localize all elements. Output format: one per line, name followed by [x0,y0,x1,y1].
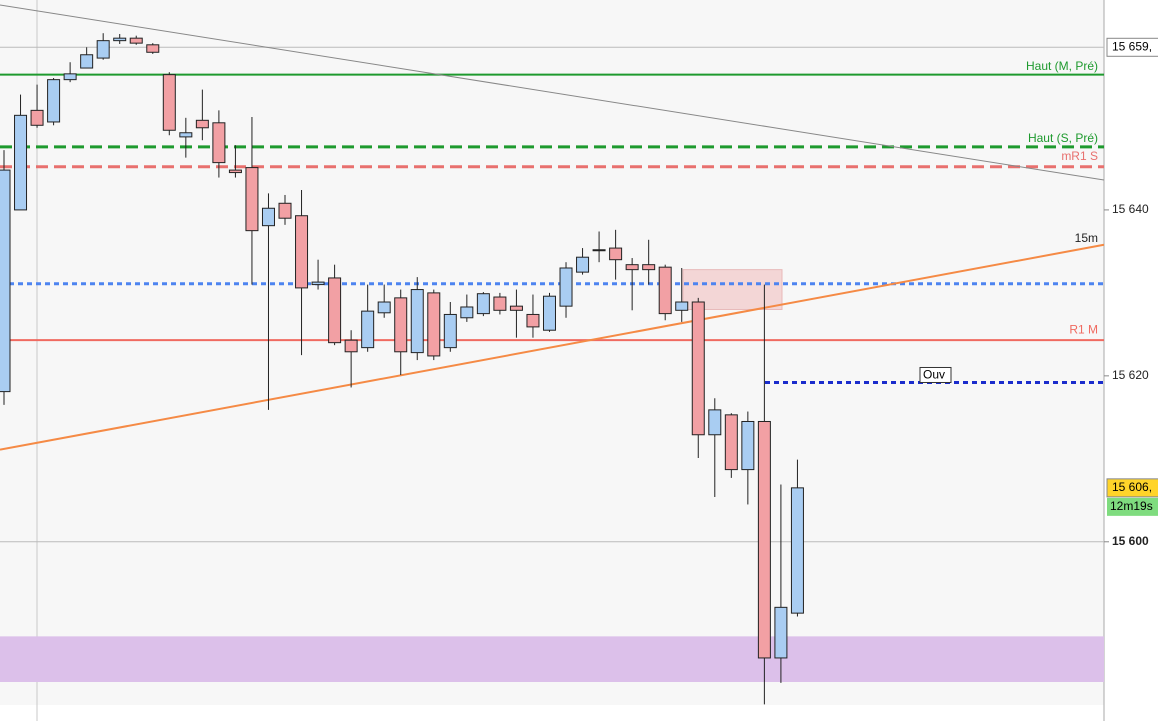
level-label: Haut (M, Pré) [1026,59,1098,73]
candle-body [460,306,474,319]
candle-body [179,132,193,138]
candle-body [559,267,573,307]
candle-body [476,293,490,315]
candle-body [377,301,391,314]
candle-body [526,313,540,328]
trendline [0,4,1105,181]
candle-body [691,301,705,436]
candle-body [741,420,755,471]
label-box [919,366,952,383]
candle-body [394,297,408,353]
candle-body [790,487,804,614]
level-label: Ouv [923,368,945,382]
price-label: 15 606, [1112,480,1152,494]
y-tick-label: 15 640 [1112,202,1149,216]
candle-body [361,310,375,349]
countdown: 12m19s [1110,499,1153,513]
y-tick-label: 15 620 [1112,368,1149,382]
candle-body [295,215,309,289]
candle-body [774,606,788,659]
candle-body [162,74,176,131]
candle-body [146,44,160,53]
countdown-box [1107,497,1158,516]
candle-body [14,114,28,211]
zone [0,636,1104,683]
price-label-box [1106,478,1158,498]
candle-body [278,202,292,219]
candle-body [328,277,342,344]
candle-body [410,289,424,354]
candle-body [658,266,672,315]
candle-body [344,339,358,353]
candle-body [212,122,226,164]
candle-body [80,54,94,69]
y-tick-label: 15 600 [1112,534,1149,548]
candle-body [63,73,77,81]
candle-body [708,409,722,436]
candle-body [724,414,738,471]
candle-body [47,79,61,123]
candle-body [245,167,259,232]
plot-area [0,0,1104,705]
candle-body [0,169,11,393]
candle-body [642,264,656,271]
candle-body [96,40,110,59]
price-label-box [1106,37,1158,57]
candle-body [129,37,143,44]
price-label: 15 659, [1112,39,1152,53]
candle-body [542,295,556,331]
candle-body [427,292,441,357]
candle-body [228,169,242,174]
level-label: mR1 S [1061,149,1098,163]
candle-body [576,256,590,273]
candle-body [195,119,209,129]
candle-body [509,305,523,311]
trendline-label: 15m [1075,231,1098,245]
level-label: R1 M [1069,322,1098,336]
candle-body [493,296,507,311]
candle-body [261,207,275,227]
candle-body [443,313,457,349]
candle-body [609,247,623,261]
candle-body [625,264,639,271]
candle-body [675,301,689,311]
candle-body [113,37,127,42]
candle-body [757,420,771,659]
candle-body [592,249,606,252]
trendline [0,243,1105,451]
candle-body [30,109,44,126]
level-label: Haut (S, Pré) [1028,131,1098,145]
candle-body [311,281,325,286]
